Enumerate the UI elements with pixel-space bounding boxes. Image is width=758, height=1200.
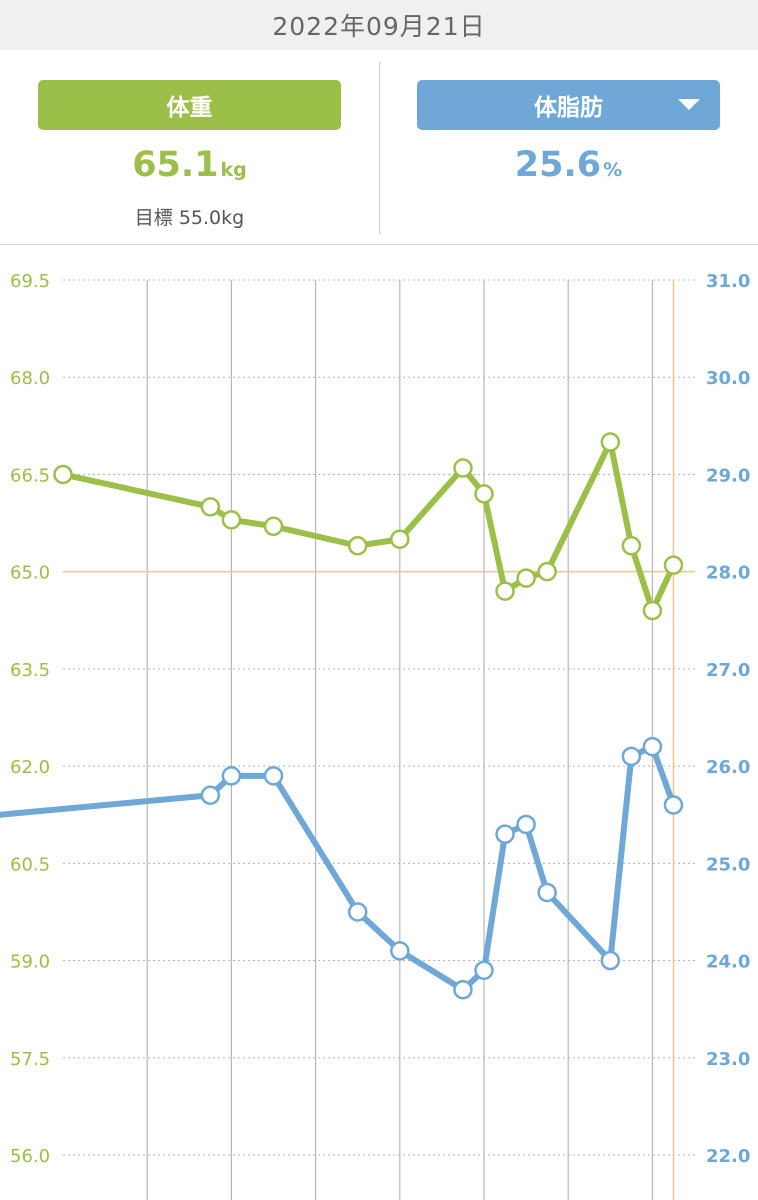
weight-data-point[interactable] xyxy=(263,516,284,537)
weight-data-point[interactable] xyxy=(663,555,684,575)
right-axis-tick-label: 31.0 xyxy=(706,271,750,292)
left-axis-tick-label: 68.0 xyxy=(10,368,50,389)
body-fat-data-point[interactable] xyxy=(453,979,473,1000)
left-axis-tick-label: 66.5 xyxy=(10,465,50,486)
weight-unit: kg xyxy=(220,159,247,181)
body-fat-data-point[interactable] xyxy=(516,814,536,835)
weight-data-point[interactable] xyxy=(200,497,221,517)
panel-divider xyxy=(379,62,380,234)
weight-data-point[interactable] xyxy=(347,535,368,556)
body-fat-data-point[interactable] xyxy=(347,902,368,922)
body-fat-data-point[interactable] xyxy=(200,785,221,806)
left-axis-tick-label: 57.5 xyxy=(10,1049,50,1070)
weight-data-point[interactable] xyxy=(516,568,536,588)
right-axis-tick-label: 30.0 xyxy=(706,368,750,389)
weight-data-point[interactable] xyxy=(537,561,557,582)
weight-data-point[interactable] xyxy=(495,581,515,601)
weight-data-point[interactable] xyxy=(600,432,621,452)
weight-data-point[interactable] xyxy=(642,600,663,621)
left-axis-tick-label: 69.5 xyxy=(10,271,50,292)
weight-button[interactable]: 体重 xyxy=(38,80,341,130)
body-fat-dropdown-button[interactable]: 体脂肪 xyxy=(417,80,720,130)
goal-value: 55.0kg xyxy=(178,207,245,229)
goal-label: 目標 xyxy=(134,207,173,229)
weight-data-point[interactable] xyxy=(621,535,642,556)
body-fat-number: 25.6 xyxy=(514,145,602,185)
chevron-down-icon[interactable] xyxy=(678,99,700,110)
vertical-gridlines xyxy=(146,280,654,1200)
panel-bottom-rule xyxy=(0,244,758,245)
date-header[interactable]: 2022年09月21日 xyxy=(0,0,758,50)
weight-data-point[interactable] xyxy=(474,484,494,504)
weight-bodyfat-chart[interactable]: 69.5 68.0 66.5 65.0 63.5 62.0 60.5 59.0 57.5 56.0… xyxy=(0,245,758,1200)
left-axis-tick-label: 60.5 xyxy=(10,854,50,875)
body-fat-data-point[interactable] xyxy=(621,746,642,767)
body-fat-data-point[interactable] xyxy=(642,736,663,757)
date-label: 2022年09月21日 xyxy=(272,12,486,41)
body-fat-data-point[interactable] xyxy=(495,824,515,844)
horizontal-gridlines xyxy=(63,279,695,1156)
reference-lines xyxy=(63,280,695,1200)
right-axis-tick-label: 29.0 xyxy=(706,465,750,486)
weight-data-point[interactable] xyxy=(453,458,473,478)
weight-button-label: 体重 xyxy=(166,95,213,121)
weight-series-line xyxy=(60,439,677,614)
body-fat-data-point[interactable] xyxy=(600,950,621,971)
right-axis-tick-label: 22.0 xyxy=(706,1146,750,1167)
left-axis-tick-label: 65.0 xyxy=(10,563,50,584)
weight-goal: 目標 55.0kg xyxy=(38,203,341,230)
left-axis-tick-label: 63.5 xyxy=(10,660,50,681)
weight-data-point[interactable] xyxy=(390,529,410,550)
body-fat-value: 25.6% xyxy=(417,145,720,185)
body-fat-data-point[interactable] xyxy=(663,795,684,815)
body-fat-data-point[interactable] xyxy=(390,941,410,961)
right-axis-tick-label: 28.0 xyxy=(706,563,750,584)
body-fat-data-point[interactable] xyxy=(221,766,242,786)
body-fat-data-point[interactable] xyxy=(474,960,494,981)
body-fat-data-point[interactable] xyxy=(263,766,284,786)
right-axis-ticks: 31.0 30.0 29.0 28.0 27.0 26.0 25.0 24.0 23.0 22.0 xyxy=(706,271,750,1167)
left-axis-ticks: 69.5 68.0 66.5 65.0 63.5 62.0 60.5 59.0 57.5 56.0 xyxy=(10,271,50,1167)
right-axis-tick-label: 24.0 xyxy=(706,952,750,973)
weight-number: 65.1 xyxy=(132,145,219,185)
right-axis-tick-label: 26.0 xyxy=(706,757,750,778)
body-fat-unit: % xyxy=(603,159,623,181)
left-axis-tick-label: 62.0 xyxy=(10,757,50,778)
right-axis-tick-label: 27.0 xyxy=(706,660,750,681)
left-axis-tick-label: 56.0 xyxy=(10,1146,50,1167)
body-fat-data-point[interactable] xyxy=(537,882,557,903)
body-fat-button-label: 体脂肪 xyxy=(534,95,603,121)
body-fat-series-line xyxy=(0,743,677,993)
right-axis-tick-label: 25.0 xyxy=(706,854,750,875)
left-axis-tick-label: 59.0 xyxy=(10,952,50,973)
weight-data-point[interactable] xyxy=(53,464,73,485)
weight-data-point[interactable] xyxy=(221,510,242,530)
series-layer xyxy=(0,432,684,1000)
right-axis-tick-label: 23.0 xyxy=(706,1049,750,1070)
weight-value: 65.1 kg xyxy=(38,145,341,185)
